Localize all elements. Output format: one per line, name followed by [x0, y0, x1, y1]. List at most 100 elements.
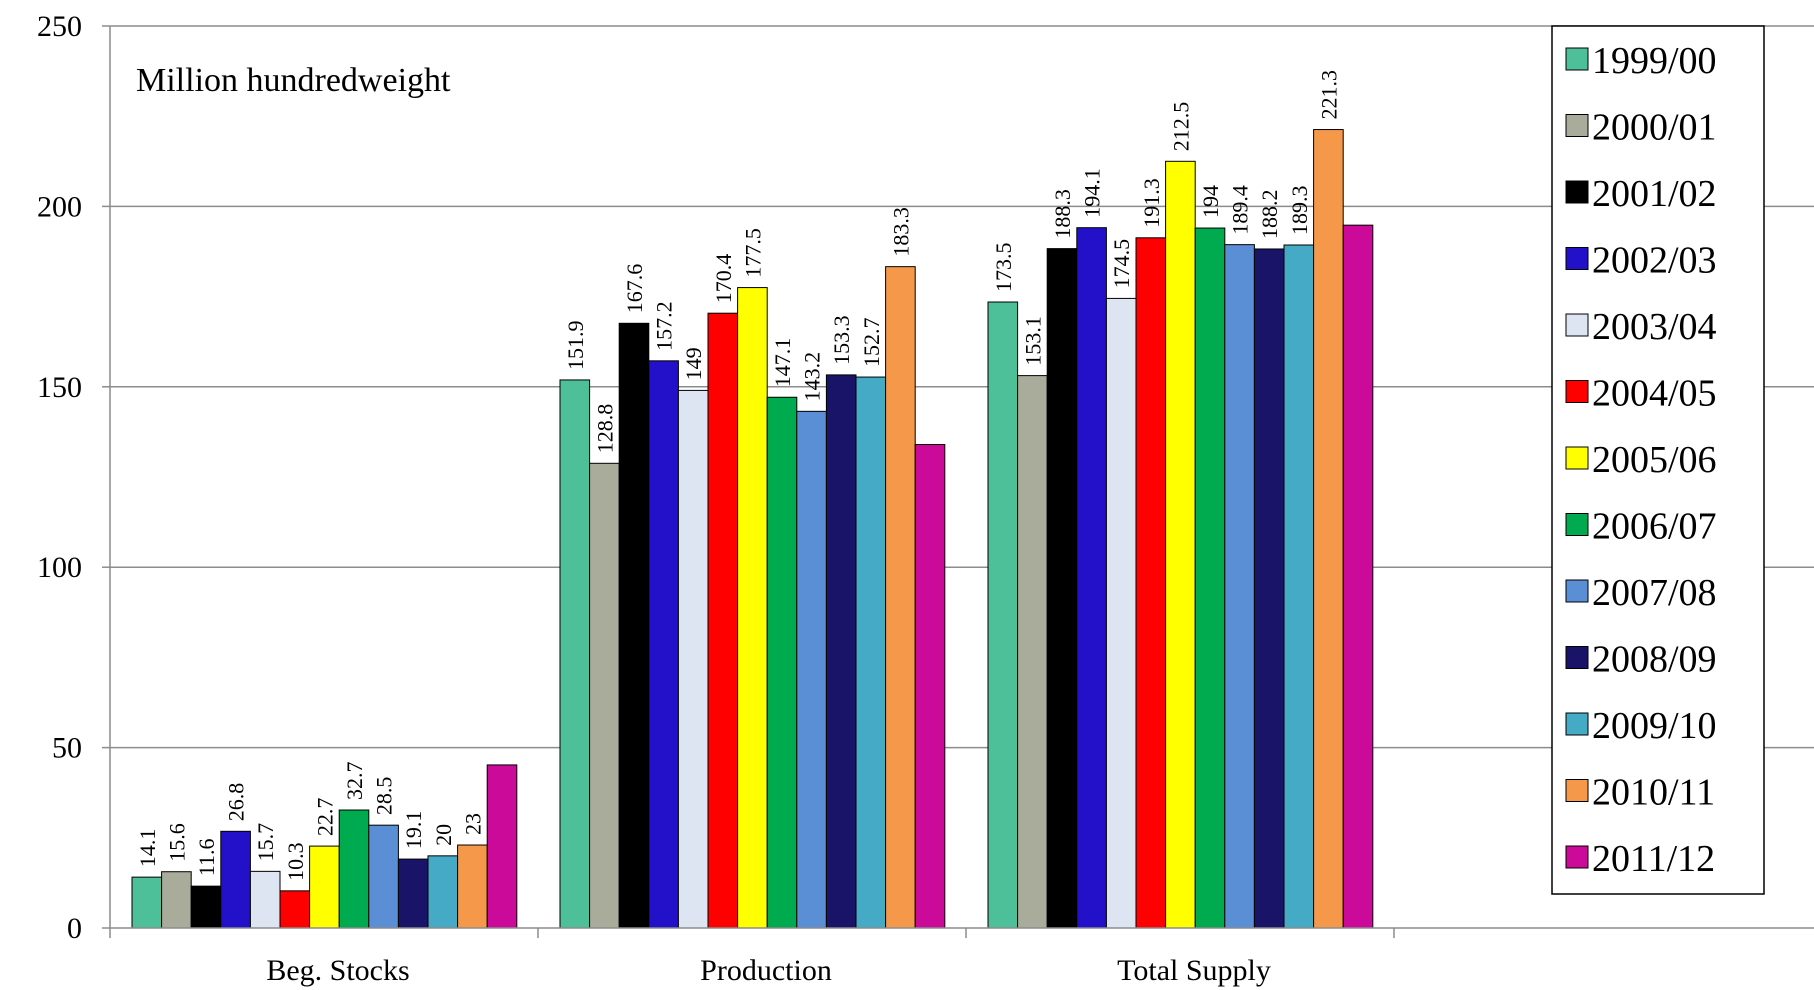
bar: [737, 287, 768, 929]
legend-label: 2005/06: [1592, 439, 1717, 481]
data-label: 157.2: [652, 301, 677, 351]
bar: [1194, 227, 1226, 929]
data-label: 177.5: [740, 228, 765, 278]
bar: [131, 876, 163, 929]
bar: [825, 374, 857, 929]
bar: [338, 809, 370, 929]
data-label: 143.2: [800, 352, 825, 402]
bar: [1105, 297, 1137, 929]
legend-label: 2004/05: [1592, 373, 1717, 415]
bar: [368, 824, 399, 929]
legend-label: 2003/04: [1592, 306, 1717, 348]
bar: [648, 360, 679, 929]
legend-swatch: [1565, 579, 1589, 603]
data-label: 153.1: [1020, 316, 1045, 366]
bar: [559, 379, 591, 929]
data-label: 14.1: [135, 829, 160, 868]
bar: [1017, 375, 1048, 929]
data-label: 149: [681, 347, 706, 380]
bar: [427, 855, 459, 929]
data-label: 20: [431, 824, 456, 846]
y-tick-label: 50: [52, 732, 82, 765]
data-label: 32.7: [342, 762, 367, 801]
data-label: 173.5: [991, 243, 1016, 293]
data-label: 170.4: [711, 254, 736, 304]
data-label: 188.2: [1257, 189, 1282, 239]
data-label: 167.6: [622, 264, 647, 314]
bar: [190, 885, 222, 929]
data-label: 147.1: [770, 338, 795, 388]
legend-swatch: [1565, 646, 1589, 669]
bar: [1283, 244, 1315, 929]
data-label: 212.5: [1168, 102, 1193, 152]
bar: [766, 396, 798, 929]
data-label: 174.5: [1109, 239, 1134, 289]
bar: [397, 858, 429, 929]
bar: [855, 376, 887, 929]
legend-swatch: [1565, 845, 1589, 869]
x-category-label: Beg. Stocks: [266, 954, 409, 987]
bar: [618, 322, 650, 929]
bar: [279, 890, 311, 929]
bar: [309, 845, 340, 929]
y-tick-label: 250: [37, 10, 82, 43]
x-category-label: Production: [700, 954, 832, 987]
bar: [486, 764, 518, 929]
legend-swatch: [1565, 779, 1589, 802]
legend-label: 2006/07: [1592, 506, 1717, 548]
data-label: 28.5: [372, 777, 397, 816]
y-tick-label: 200: [37, 190, 82, 223]
legend-swatch: [1565, 114, 1589, 137]
bar: [1076, 227, 1107, 929]
data-label: 152.7: [859, 318, 884, 368]
bar: [914, 444, 946, 929]
bar: [707, 312, 739, 929]
data-label: 194.1: [1080, 168, 1105, 218]
y-tick-label: 150: [37, 371, 82, 404]
legend-swatch: [1565, 47, 1589, 71]
data-label: 23: [460, 813, 485, 835]
legend-label: 2010/11: [1592, 772, 1715, 814]
bar: [589, 462, 620, 929]
x-category-label: Total Supply: [1117, 954, 1271, 987]
data-label: 194: [1198, 185, 1223, 218]
legend-swatch: [1565, 380, 1589, 403]
legend-swatch: [1565, 247, 1589, 270]
data-label: 26.8: [224, 783, 249, 822]
bar: [987, 301, 1019, 929]
data-label: 22.7: [312, 798, 337, 837]
legend-label: 2001/02: [1592, 173, 1717, 215]
axes: 0 50 100 150 200 250 Beg. Stocks Production Tota…: [37, 10, 1814, 987]
data-labels: 14.1 151.9 173.5 15.6 128.8 153.1 11.6 167.6 188…: [135, 70, 1342, 881]
legend-label: 2002/03: [1592, 240, 1717, 282]
bar: [161, 871, 192, 929]
y-tick-label: 0: [67, 912, 82, 945]
data-label: 128.8: [592, 404, 617, 454]
bar-marks: [131, 129, 1374, 929]
data-label: 153.3: [829, 315, 854, 365]
data-label: 191.3: [1139, 178, 1164, 228]
legend-label: 2009/10: [1592, 705, 1717, 747]
legend-label: 2007/08: [1592, 572, 1717, 614]
bar: [1135, 237, 1167, 929]
bar: [1165, 160, 1196, 929]
legend-swatch: [1565, 712, 1589, 736]
bar: [457, 844, 488, 929]
gridlines: [110, 25, 1814, 749]
legend-label: 2000/01: [1592, 107, 1717, 149]
legend-swatch: [1565, 513, 1589, 536]
data-label: 11.6: [194, 838, 219, 876]
data-label: 183.3: [888, 207, 913, 257]
data-label: 188.3: [1050, 189, 1075, 239]
legend-label: 2008/09: [1592, 639, 1717, 681]
legend-swatch: [1565, 313, 1589, 337]
bar: [220, 830, 251, 929]
data-label: 19.1: [401, 811, 426, 850]
data-label: 189.3: [1287, 186, 1312, 236]
legend-swatch: [1565, 180, 1589, 204]
bar: [1342, 224, 1374, 929]
bar: [1253, 248, 1285, 929]
data-label: 221.3: [1316, 70, 1341, 120]
legend-label: 2011/12: [1592, 838, 1715, 880]
